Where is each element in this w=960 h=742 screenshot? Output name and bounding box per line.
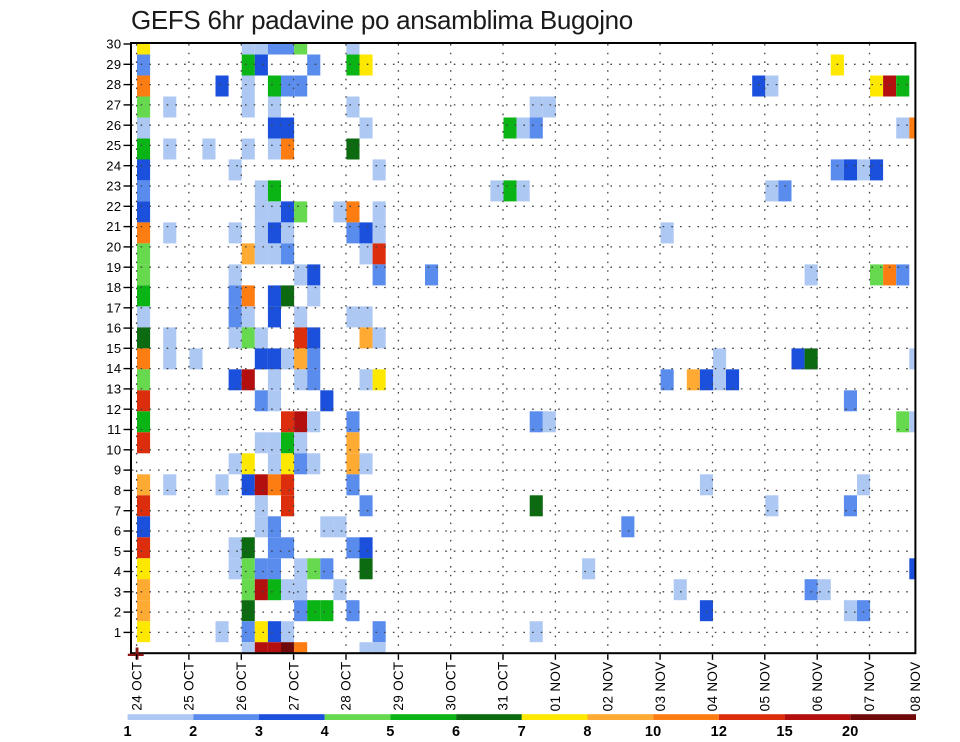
svg-text:16: 16 [106, 321, 121, 336]
svg-text:20: 20 [106, 240, 121, 255]
svg-text:07 NOV: 07 NOV [862, 662, 877, 712]
svg-text:05 NOV: 05 NOV [758, 662, 773, 712]
svg-text:08 NOV: 08 NOV [908, 662, 923, 712]
svg-text:04 NOV: 04 NOV [705, 662, 720, 712]
svg-text:26 OCT: 26 OCT [234, 662, 249, 711]
svg-text:3: 3 [114, 584, 122, 599]
svg-text:23: 23 [106, 179, 121, 194]
svg-text:01 NOV: 01 NOV [548, 662, 563, 712]
svg-text:22: 22 [106, 199, 121, 214]
svg-text:24 OCT: 24 OCT [129, 662, 144, 711]
svg-text:26: 26 [106, 118, 121, 133]
svg-text:15: 15 [776, 724, 793, 740]
svg-text:13: 13 [106, 382, 121, 397]
svg-text:5: 5 [386, 724, 394, 740]
svg-text:19: 19 [106, 260, 121, 275]
svg-text:28 OCT: 28 OCT [339, 662, 354, 711]
svg-text:8: 8 [114, 483, 122, 498]
svg-text:27 OCT: 27 OCT [286, 662, 301, 711]
svg-text:7: 7 [114, 503, 122, 518]
svg-text:6: 6 [114, 524, 122, 539]
svg-text:1: 1 [123, 724, 131, 740]
svg-text:9: 9 [114, 463, 122, 478]
svg-text:4: 4 [114, 564, 122, 579]
svg-text:1: 1 [114, 625, 122, 640]
svg-text:25 OCT: 25 OCT [182, 662, 197, 711]
svg-text:29: 29 [106, 57, 121, 72]
svg-text:20: 20 [842, 724, 859, 740]
svg-text:5: 5 [114, 544, 122, 559]
svg-text:29 OCT: 29 OCT [391, 662, 406, 711]
svg-text:2: 2 [189, 724, 197, 740]
svg-text:GEFS 6hr padavine po ansamblim: GEFS 6hr padavine po ansamblima Bugojno [131, 5, 633, 35]
svg-text:3: 3 [255, 724, 263, 740]
svg-text:18: 18 [106, 280, 121, 295]
svg-text:14: 14 [106, 361, 121, 376]
svg-text:06 NOV: 06 NOV [810, 662, 825, 712]
svg-text:28: 28 [106, 77, 121, 92]
svg-text:10: 10 [106, 442, 121, 457]
svg-text:4: 4 [321, 724, 329, 740]
svg-text:25: 25 [106, 138, 121, 153]
svg-text:6: 6 [452, 724, 460, 740]
svg-text:17: 17 [106, 300, 121, 315]
svg-text:7: 7 [518, 724, 526, 740]
svg-text:31 OCT: 31 OCT [496, 662, 511, 711]
svg-text:11: 11 [107, 422, 121, 437]
svg-text:27: 27 [106, 98, 121, 113]
svg-text:12: 12 [106, 402, 121, 417]
svg-text:2: 2 [114, 605, 122, 620]
svg-text:30: 30 [106, 37, 121, 52]
svg-text:21: 21 [106, 219, 121, 234]
svg-text:03 NOV: 03 NOV [653, 662, 668, 712]
svg-text:15: 15 [106, 341, 121, 356]
svg-text:24: 24 [106, 158, 121, 173]
svg-text:02 NOV: 02 NOV [601, 662, 616, 712]
svg-text:12: 12 [711, 724, 728, 740]
svg-text:10: 10 [645, 724, 662, 740]
svg-text:30 OCT: 30 OCT [443, 662, 458, 711]
svg-text:8: 8 [583, 724, 591, 740]
